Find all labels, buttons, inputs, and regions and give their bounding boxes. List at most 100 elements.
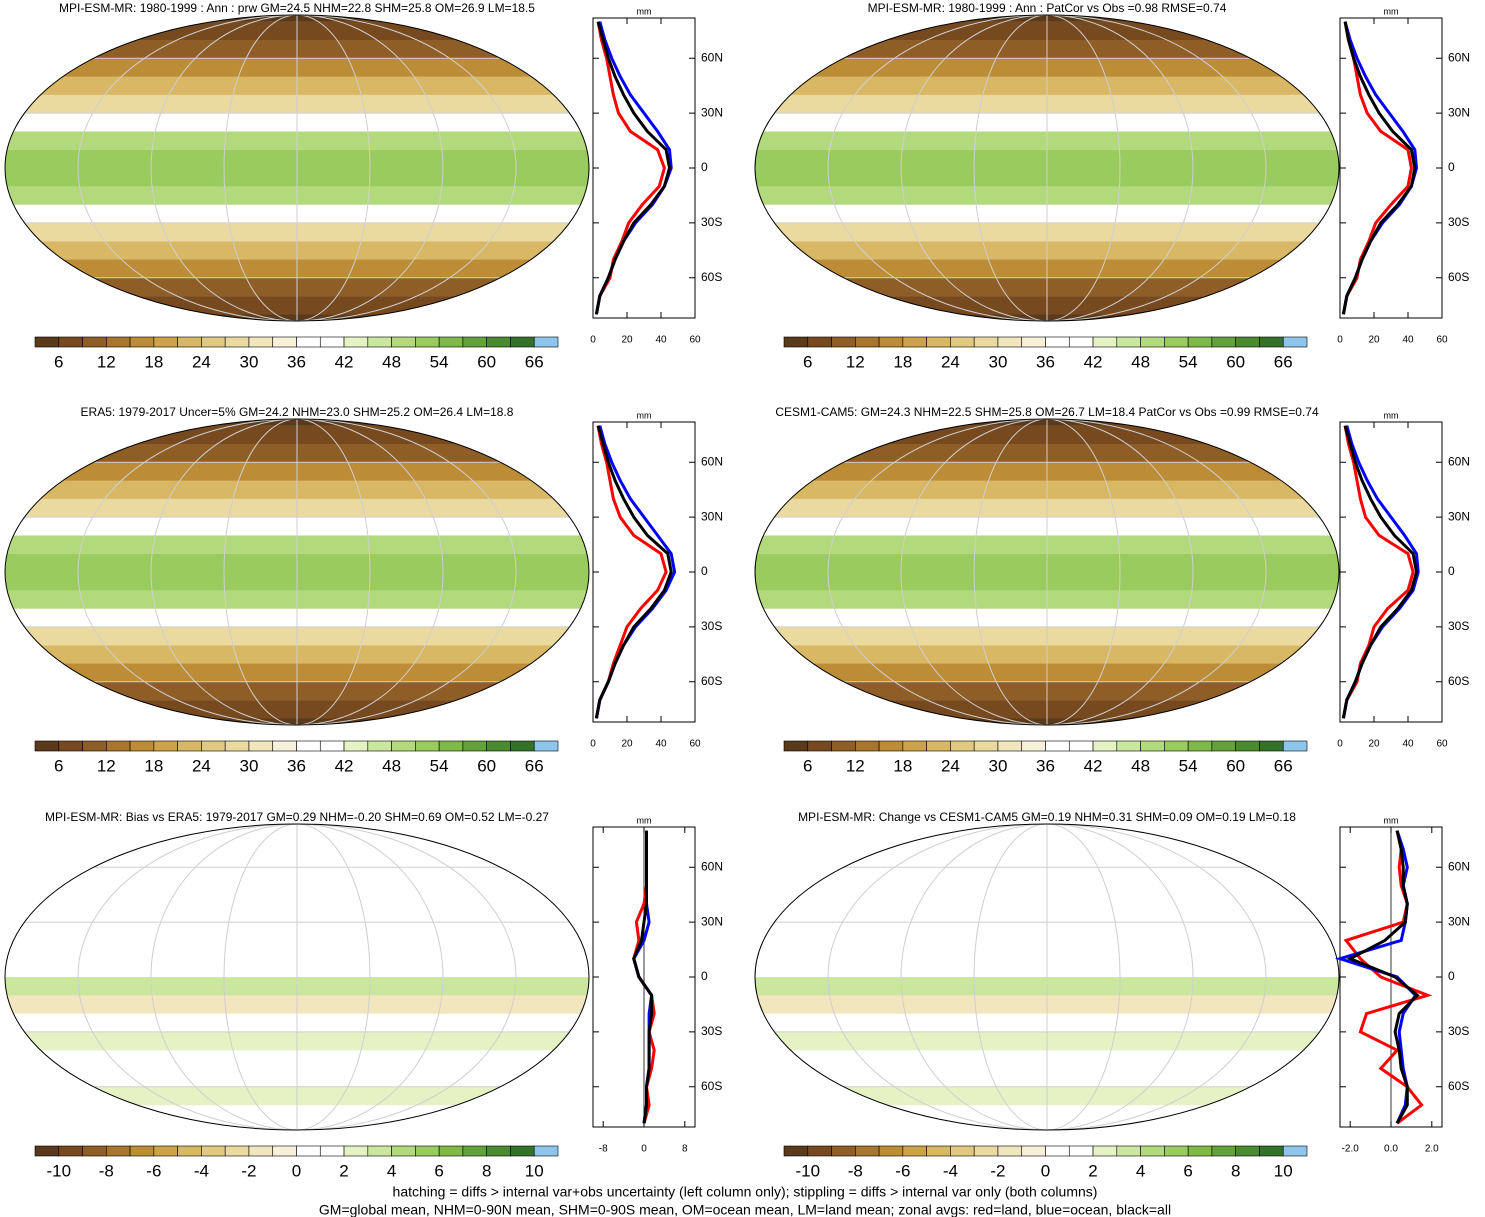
colorbar-swatch: [783, 336, 809, 348]
colorbar-swatch: [1282, 1145, 1308, 1157]
map-border: [754, 418, 1340, 726]
map: [755, 419, 1339, 725]
colorbar-swatch: [1259, 740, 1284, 752]
colorbar-swatch: [807, 1145, 832, 1157]
colorbar-swatch: [1140, 740, 1165, 752]
y-tick-label: 0: [701, 160, 708, 174]
y-tick-label: 30S: [1448, 1024, 1469, 1038]
y-tick-label: 30N: [1448, 914, 1470, 928]
colorbar-swatch: [367, 740, 392, 752]
colorbar-swatch: [1116, 740, 1141, 752]
colorbar-swatch: [1068, 740, 1094, 752]
colorbar-label: 42: [335, 756, 354, 775]
colorbar-label: -10: [46, 1161, 71, 1180]
x-tick-label: -2.0: [1342, 1144, 1360, 1155]
map: [5, 15, 589, 321]
colorbar-label: 10: [1274, 1161, 1293, 1180]
colorbar-swatch: [807, 336, 832, 348]
colorbar-swatch: [1211, 336, 1236, 348]
colorbar-swatch: [106, 1145, 131, 1157]
colorbar-swatch: [415, 740, 440, 752]
colorbar-swatch: [129, 740, 155, 752]
colorbar-swatch: [973, 1145, 999, 1157]
zonal-line: [632, 830, 654, 1124]
colorbar-swatch: [950, 336, 975, 348]
colorbar-label: 36: [1036, 756, 1055, 775]
colorbar-label: 24: [192, 756, 211, 775]
y-tick-label: 60N: [701, 50, 723, 64]
colorbar-swatch: [1164, 1145, 1189, 1157]
colorbar-swatch: [533, 1145, 559, 1157]
colorbar-swatch: [510, 336, 535, 348]
map: [755, 15, 1339, 321]
colorbar-swatch: [58, 740, 83, 752]
colorbar-swatch: [153, 336, 178, 348]
x-tick-label: 60: [1436, 739, 1448, 750]
colorbar-swatch: [34, 740, 60, 752]
colorbar-swatch: [973, 740, 999, 752]
colorbar-swatch: [831, 1145, 856, 1157]
colorbar-swatch: [82, 740, 107, 752]
zonal-line: [594, 21, 672, 315]
meridian: [900, 824, 1194, 1130]
meridian: [973, 824, 1121, 1130]
colorbar-swatch: [34, 1145, 60, 1157]
colorbar-label: 48: [1131, 756, 1150, 775]
colorbar-label: 66: [525, 352, 544, 371]
colorbar-swatch: [1235, 336, 1260, 348]
y-tick-label: 60S: [701, 674, 722, 688]
zonal-line: [594, 21, 666, 315]
y-tick-label: 30N: [1448, 105, 1470, 119]
colorbar-swatch: [973, 336, 999, 348]
colorbar-label: 6: [803, 756, 812, 775]
colorbar-swatch: [438, 1145, 464, 1157]
colorbar-label: 48: [382, 756, 401, 775]
colorbar-swatch: [201, 1145, 226, 1157]
colorbar-swatch: [486, 336, 511, 348]
colorbar-label: 24: [192, 352, 211, 371]
colorbar-swatch: [807, 740, 832, 752]
colorbar-label: 18: [893, 352, 912, 371]
colorbar-label: 42: [335, 352, 354, 371]
colorbar-swatch: [878, 1145, 904, 1157]
meridian: [973, 15, 1121, 321]
colorbar-swatch: [82, 1145, 107, 1157]
map: [5, 419, 589, 725]
x-tick-label: -8: [599, 1144, 608, 1155]
y-tick-label: 0: [701, 969, 708, 983]
y-tick-label: 60S: [1448, 674, 1469, 688]
colorbar-swatch: [831, 740, 856, 752]
profile-unit: mm: [1384, 410, 1399, 420]
colorbar-label: 6: [54, 352, 63, 371]
colorbar-swatch: [950, 1145, 975, 1157]
colorbar-label: 60: [1226, 352, 1245, 371]
colorbar-swatch: [224, 1145, 250, 1157]
colorbar-label: 0: [292, 1161, 301, 1180]
colorbar-label: 8: [482, 1161, 491, 1180]
y-tick-label: 60S: [701, 270, 722, 284]
colorbar-label: 12: [846, 352, 865, 371]
colorbar-label: 4: [387, 1161, 396, 1180]
zonal-line: [1346, 830, 1420, 1125]
x-tick-label: 40: [1402, 739, 1414, 750]
colorbar-label: 60: [477, 352, 496, 371]
colorbar-swatch: [831, 336, 856, 348]
colorbar-label: 54: [1179, 352, 1198, 371]
x-tick-label: 20: [1368, 739, 1380, 750]
meridian: [150, 419, 444, 725]
panel-title: MPI-ESM-MR: Change vs CESM1-CAM5 GM=0.19…: [798, 810, 1296, 824]
profile-unit: mm: [637, 6, 652, 16]
x-tick-label: 40: [655, 335, 667, 346]
colorbar-swatch: [1259, 1145, 1284, 1157]
colorbar-swatch: [415, 1145, 440, 1157]
colorbar-swatch: [248, 336, 274, 348]
colorbar-swatch: [1187, 740, 1213, 752]
colorbar-label: -2: [990, 1161, 1005, 1180]
colorbar-swatch: [1045, 336, 1070, 348]
y-tick-label: 30N: [701, 914, 723, 928]
x-tick-label: 0: [590, 739, 596, 750]
colorbar-swatch: [296, 740, 321, 752]
meridian: [827, 419, 1267, 725]
meridian: [223, 15, 371, 321]
x-tick-label: 0: [641, 1144, 647, 1155]
